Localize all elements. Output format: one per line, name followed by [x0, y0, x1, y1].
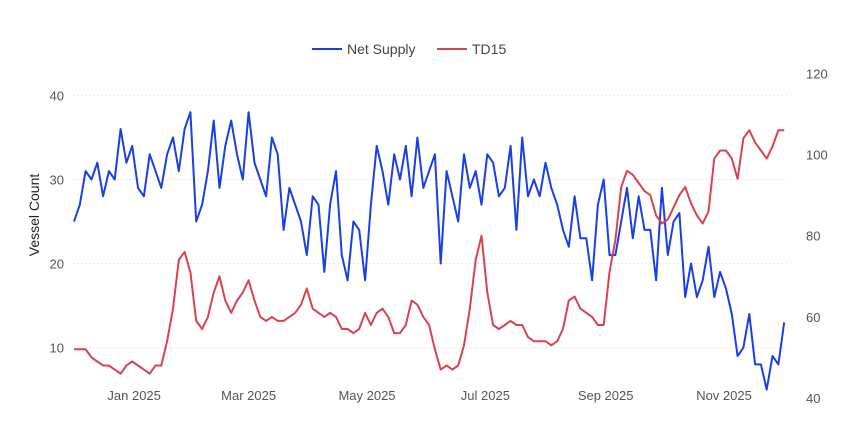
- right-tick-label: 80: [806, 229, 820, 244]
- legend[interactable]: Net Supply TD15: [312, 41, 506, 57]
- right-tick-label: 40: [806, 391, 820, 406]
- legend-label-net-supply[interactable]: Net Supply: [347, 41, 415, 57]
- left-tick-label: 20: [50, 257, 64, 272]
- right-axis-ticks: 40 60 80 100 120: [806, 66, 828, 406]
- series-line-net-supply[interactable]: [73, 111, 786, 391]
- gridlines: [74, 94, 790, 349]
- x-tick-label: Sep 2025: [578, 388, 634, 403]
- right-tick-label: 100: [806, 148, 828, 163]
- left-tick-label: 40: [50, 88, 64, 103]
- left-axis-ticks: 10 20 30 40: [50, 88, 64, 355]
- right-tick-label: 120: [806, 66, 828, 81]
- x-tick-label: Jan 2025: [107, 388, 161, 403]
- series-line-td15[interactable]: [74, 129, 785, 375]
- right-tick-label: 60: [806, 310, 820, 325]
- x-tick-label: May 2025: [338, 388, 395, 403]
- x-axis-ticks: Jan 2025 Mar 2025 May 2025 Jul 2025 Sep 2025…: [107, 388, 751, 403]
- x-tick-label: Nov 2025: [696, 388, 752, 403]
- y-axis-title: Vessel Count: [26, 174, 42, 257]
- x-tick-label: Jul 2025: [461, 388, 510, 403]
- legend-label-td15[interactable]: TD15: [472, 41, 506, 57]
- series-lines[interactable]: [73, 111, 786, 391]
- left-tick-label: 10: [50, 341, 64, 356]
- x-tick-label: Mar 2025: [221, 388, 276, 403]
- left-tick-label: 30: [50, 172, 64, 187]
